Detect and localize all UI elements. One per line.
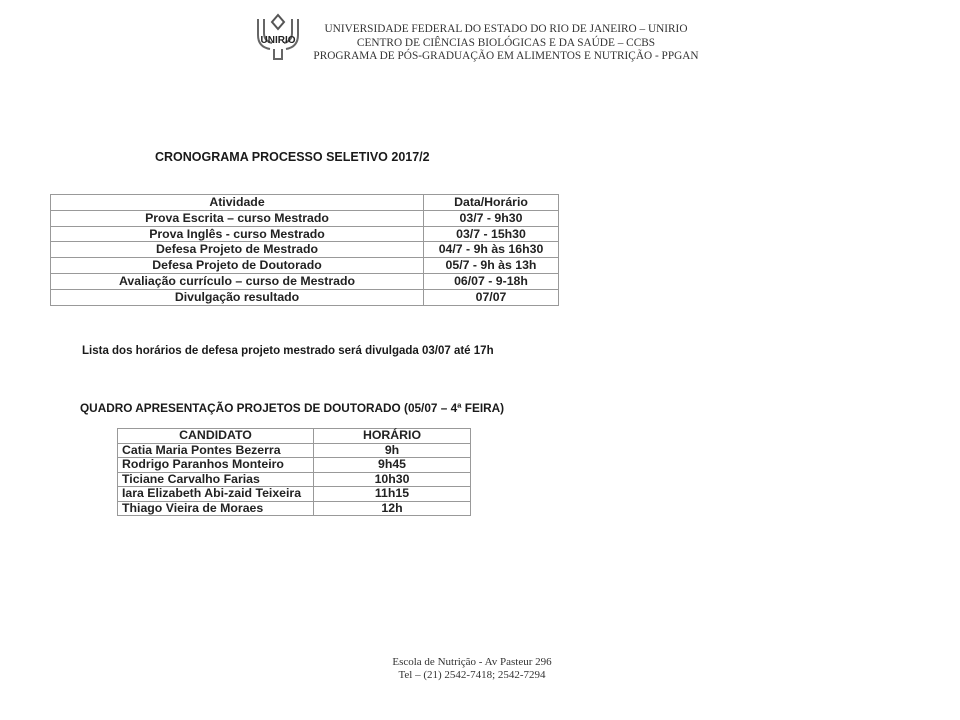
table-row: Ticiane Carvalho Farias 10h30 — [117, 471, 471, 487]
activity-cell: Defesa Projeto de Mestrado — [50, 241, 424, 259]
time-cell: 9h — [313, 442, 471, 458]
date-cell: 03/7 - 15h30 — [423, 225, 559, 243]
table-row: Defesa Projeto de Mestrado 04/7 - 9h às 1… — [50, 241, 559, 259]
header-line: UNIVERSIDADE FEDERAL DO ESTADO DO RIO DE… — [324, 23, 688, 35]
candidate-cell: Catia Maria Pontes Bezerra — [117, 442, 314, 458]
footer-address: Escola de Nutrição - Av Pasteur 296 — [392, 656, 552, 668]
time-cell: 11h15 — [313, 486, 471, 502]
table-header-row: CANDIDATO HORÁRIO — [117, 428, 471, 444]
candidate-cell: Ticiane Carvalho Farias — [117, 471, 314, 487]
date-cell: 05/7 - 9h às 13h — [423, 257, 559, 274]
table-row: Avaliação currículo – curso de Mestrado 0… — [50, 272, 559, 290]
note-text: Lista dos horários de defesa projeto mes… — [82, 345, 494, 357]
institution-header: UNIVERSIDADE FEDERAL DO ESTADO DO RIO DE… — [310, 23, 702, 64]
activity-cell: Prova Inglês - curso Mestrado — [50, 225, 424, 243]
header-cell: HORÁRIO — [313, 428, 471, 444]
activity-cell: Defesa Projeto de Doutorado — [50, 257, 424, 274]
header-cell: Atividade — [50, 194, 424, 211]
footer-phone: Tel – (21) 2542-7418; 2542-7294 — [398, 669, 546, 681]
table-row: Prova Escrita – curso Mestrado 03/7 - 9h3… — [50, 209, 559, 227]
time-cell: 12h — [313, 500, 471, 516]
table-row: Iara Elizabeth Abi-zaid Teixeira 11h15 — [117, 486, 471, 502]
table-row: Thiago Vieira de Moraes 12h — [117, 500, 471, 516]
candidate-cell: Thiago Vieira de Moraes — [117, 500, 314, 516]
table-row: Catia Maria Pontes Bezerra 9h — [117, 442, 471, 458]
quadro-title: QUADRO APRESENTAÇÃO PROJETOS DE DOUTORAD… — [80, 401, 505, 415]
svg-text:UNIRIO: UNIRIO — [261, 35, 296, 46]
time-cell: 9h45 — [313, 457, 471, 473]
header-line: CENTRO DE CIÊNCIAS BIOLÓGICAS E DA SAÚDE… — [356, 36, 656, 49]
schedule-table: Atividade Data/Horário Prova Escrita – cu… — [50, 194, 559, 306]
activity-cell: Avaliação currículo – curso de Mestrado — [50, 272, 424, 290]
date-cell: 07/07 — [423, 288, 559, 306]
header-cell: Data/Horário — [423, 194, 559, 211]
table-header-row: Atividade Data/Horário — [50, 194, 559, 211]
candidate-cell: Iara Elizabeth Abi-zaid Teixeira — [117, 486, 314, 502]
table-row: Prova Inglês - curso Mestrado 03/7 - 15h3… — [50, 225, 559, 243]
header-line: PROGRAMA DE PÓS-GRADUAÇÃO EM ALIMENTOS E… — [313, 50, 699, 62]
doctoral-presentations-table: CANDIDATO HORÁRIO Catia Maria Pontes Beze… — [117, 428, 471, 516]
activity-cell: Divulgação resultado — [50, 288, 424, 306]
footer: Escola de Nutrição - Av Pasteur 296 Tel … — [330, 656, 614, 682]
unirio-logo: UNIRIO — [257, 13, 299, 60]
page-title: CRONOGRAMA PROCESSO SELETIVO 2017/2 — [155, 150, 430, 164]
candidate-cell: Rodrigo Paranhos Monteiro — [117, 457, 314, 473]
activity-cell: Prova Escrita – curso Mestrado — [50, 209, 424, 227]
date-cell: 06/07 - 9-18h — [423, 272, 559, 290]
time-cell: 10h30 — [313, 471, 471, 487]
table-row: Rodrigo Paranhos Monteiro 9h45 — [117, 457, 471, 473]
date-cell: 03/7 - 9h30 — [423, 209, 559, 227]
table-row: Divulgação resultado 07/07 — [50, 288, 559, 306]
date-cell: 04/7 - 9h às 16h30 — [423, 241, 559, 259]
table-row: Defesa Projeto de Doutorado 05/7 - 9h às … — [50, 257, 559, 274]
header-cell: CANDIDATO — [117, 428, 314, 444]
